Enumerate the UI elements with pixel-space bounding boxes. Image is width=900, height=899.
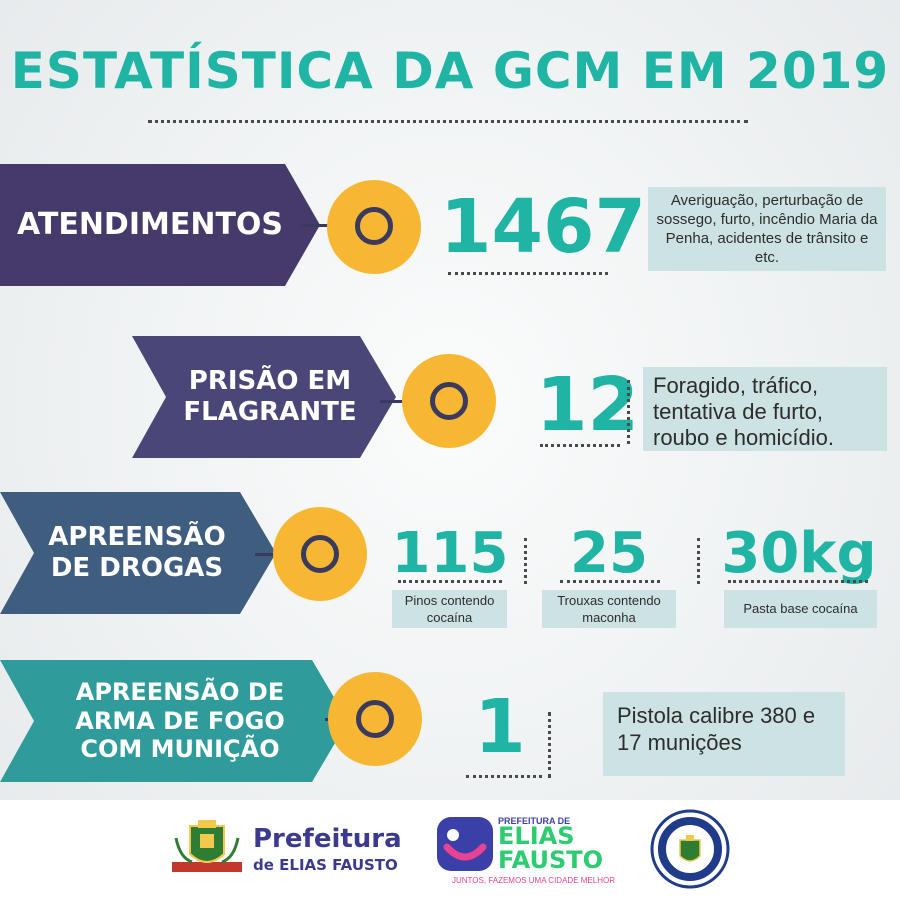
divider — [548, 712, 551, 778]
ring-icon — [301, 535, 339, 573]
divider — [398, 580, 502, 583]
banner-arma-line2: ARMA DE FOGO — [75, 706, 285, 735]
ring-icon — [356, 700, 394, 738]
logo3-text: PATRULHEIRO · GUARDA CIVIL MUNICIPAL · P… — [0, 0, 1, 1]
page-title: ESTATÍSTICA DA GCM EM 2019 — [10, 42, 890, 100]
banner-drogas: APREENSÃO DE DROGAS — [22, 492, 252, 614]
divider — [728, 580, 868, 583]
smile-logo-icon — [437, 817, 493, 871]
banner-arma: APREENSÃO DE ARMA DE FOGO COM MUNIÇÃO — [40, 660, 320, 782]
description-drogas-1: Pinos contendo cocaína — [392, 590, 507, 628]
divider — [540, 444, 620, 447]
logo1-subtitle: de ELIAS FAUSTO — [253, 856, 398, 874]
logo2-slogan: JUNTOS, FAZEMOS UMA CIDADE MELHOR — [452, 876, 615, 885]
gcm-badge-icon — [650, 809, 730, 889]
banner-atendimentos-shape — [0, 164, 320, 286]
logo2-line1: ELIAS — [498, 822, 575, 850]
banner-drogas-shape — [0, 492, 276, 614]
banner-arma-line3: COM MUNIÇÃO — [80, 735, 280, 764]
banner-arma-line1: APREENSÃO DE — [75, 677, 285, 706]
banner-drogas-line2: DE DROGAS — [50, 553, 224, 583]
divider — [524, 538, 527, 584]
stat-value-prisao: 12 — [536, 362, 639, 448]
banner-drogas-line1: APREENSÃO — [48, 521, 226, 552]
stat-value-atendimentos: 1467 — [440, 184, 646, 270]
logo2-line2: FAUSTO — [498, 846, 604, 874]
ring-icon — [430, 382, 468, 420]
banner-atendimentos-label: ATENDIMENTOS — [16, 207, 284, 242]
description-drogas-3: Pasta base cocaína — [724, 590, 877, 628]
divider — [697, 538, 700, 584]
description-drogas-2: Trouxas contendo maconha — [542, 590, 676, 628]
description-arma: Pistola calibre 380 e 17 munições — [603, 692, 845, 776]
banner-prisao-shape — [132, 336, 396, 458]
logo2-top: PREFEITURA DE — [498, 816, 571, 826]
description-prisao: Foragido, tráfico, tentativa de furto, r… — [643, 367, 887, 451]
divider — [466, 775, 542, 778]
stat-value-drogas-1: 115 — [391, 521, 509, 586]
banner-atendimentos: ATENDIMENTOS — [0, 164, 300, 286]
banner-prisao-line2: FLAGRANTE — [183, 397, 357, 427]
divider — [560, 580, 660, 583]
stat-value-arma: 1 — [474, 684, 526, 770]
stat-value-drogas-3: 30kg — [721, 521, 877, 586]
banner-prisao-line1: PRISÃO EM — [188, 365, 352, 396]
divider — [627, 380, 630, 444]
divider — [448, 272, 608, 275]
coat-of-arms-icon — [172, 820, 242, 872]
banner-prisao: PRISÃO EM FLAGRANTE — [160, 336, 380, 458]
ring-icon — [355, 207, 393, 245]
banner-arma-shape — [0, 660, 348, 782]
logo1-title: Prefeitura — [253, 824, 402, 854]
description-atendimentos: Averiguação, perturbação de sossego, fur… — [648, 187, 886, 271]
title-divider — [148, 120, 748, 123]
stat-value-drogas-2: 25 — [570, 521, 648, 586]
